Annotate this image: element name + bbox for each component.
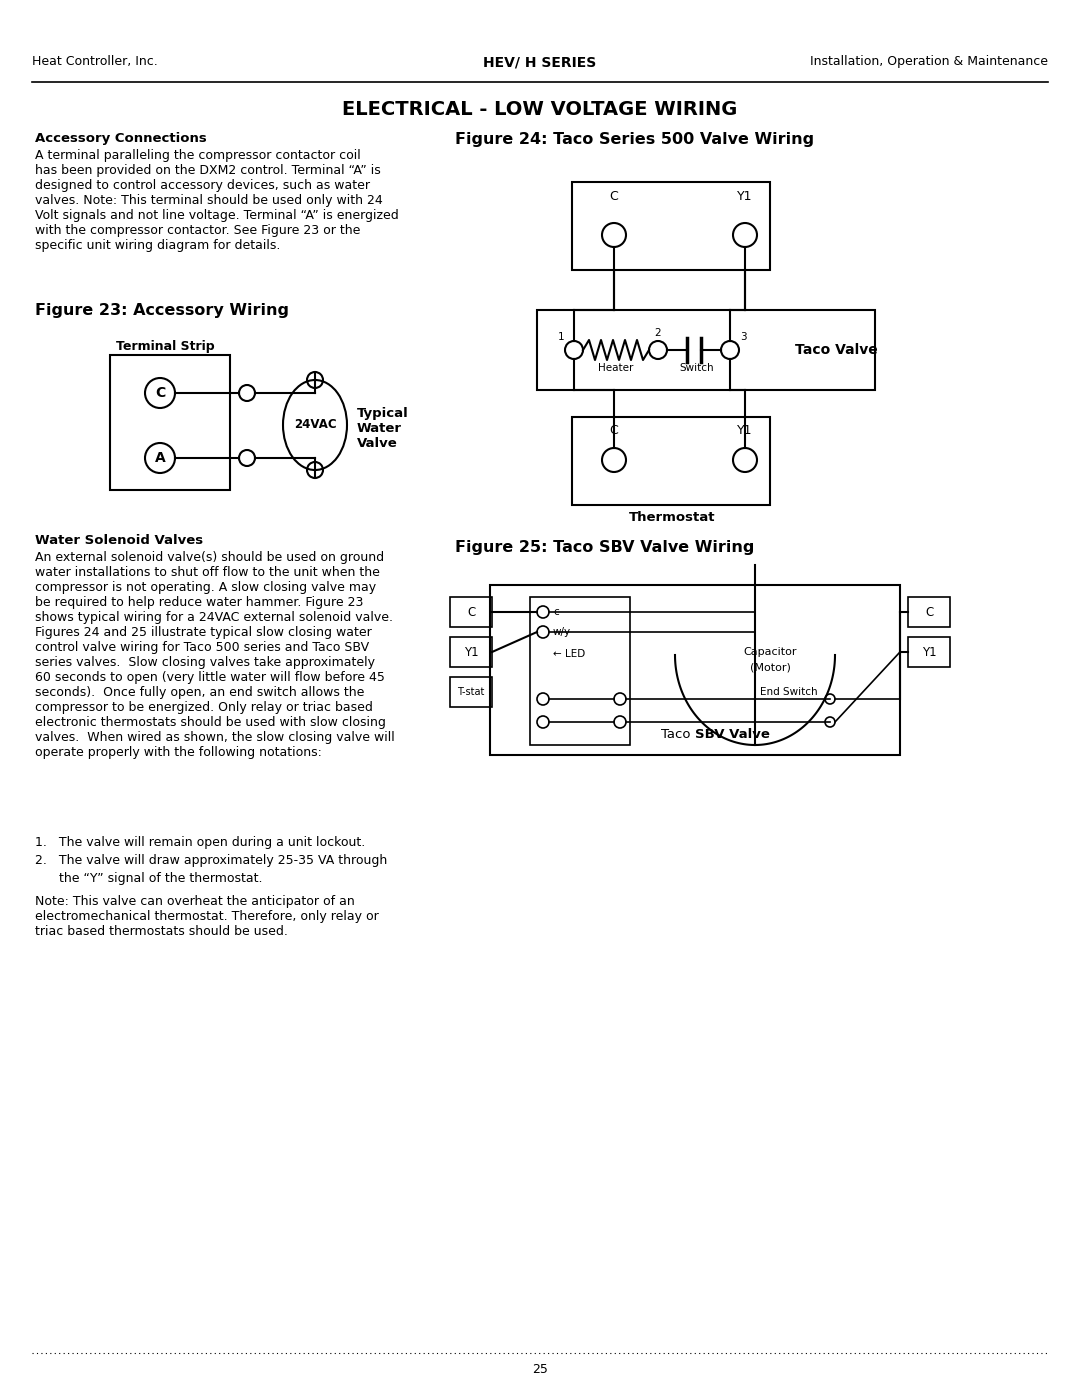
Text: Y1: Y1 — [463, 645, 478, 658]
Bar — [530, 597, 630, 745]
Text: T-stat: T-stat — [457, 687, 485, 697]
Text: Switch: Switch — [679, 363, 714, 373]
Text: ELECTRICAL - LOW VOLTAGE WIRING: ELECTRICAL - LOW VOLTAGE WIRING — [342, 101, 738, 119]
Text: A terminal paralleling the compressor contactor coil
has been provided on the DX: A terminal paralleling the compressor co… — [35, 149, 399, 251]
Text: HEV/ H SERIES: HEV/ H SERIES — [484, 54, 596, 68]
Bar — [572, 182, 770, 270]
Bar — [450, 678, 492, 707]
Text: 3: 3 — [740, 332, 746, 342]
Text: 1: 1 — [557, 332, 564, 342]
Text: Capacitor: Capacitor — [743, 647, 797, 657]
Bar — [537, 310, 875, 390]
Text: Thermostat: Thermostat — [629, 511, 715, 524]
Text: w/y: w/y — [553, 627, 571, 637]
Bar — [908, 637, 950, 666]
Text: C: C — [154, 386, 165, 400]
Text: Taco: Taco — [661, 728, 696, 742]
Bar — [490, 585, 900, 754]
Text: 2: 2 — [654, 328, 661, 338]
Text: Heater: Heater — [598, 363, 634, 373]
Text: Installation, Operation & Maintenance: Installation, Operation & Maintenance — [810, 54, 1048, 68]
Text: A: A — [154, 451, 165, 465]
Text: 2.   The valve will draw approximately 25-35 VA through: 2. The valve will draw approximately 25-… — [35, 854, 388, 868]
Text: C: C — [467, 605, 475, 619]
Text: C: C — [609, 190, 619, 203]
Text: SBV Valve: SBV Valve — [696, 728, 770, 742]
Text: Terminal Strip: Terminal Strip — [116, 339, 214, 353]
Text: Heat Controller, Inc.: Heat Controller, Inc. — [32, 54, 158, 68]
Bar — [450, 597, 492, 627]
Text: Figure 24: Taco Series 500 Valve Wiring: Figure 24: Taco Series 500 Valve Wiring — [455, 131, 814, 147]
Text: C: C — [609, 425, 619, 437]
Text: 24VAC: 24VAC — [294, 419, 336, 432]
Text: Note: This valve can overheat the anticipator of an
electromechanical thermostat: Note: This valve can overheat the antici… — [35, 895, 379, 937]
Text: Typical
Water
Valve: Typical Water Valve — [357, 407, 408, 450]
Bar — [572, 416, 770, 504]
Text: c: c — [553, 608, 558, 617]
Bar — [110, 355, 230, 490]
Text: ← LED: ← LED — [553, 650, 585, 659]
Text: End Switch: End Switch — [760, 687, 818, 697]
Text: Y1: Y1 — [738, 425, 753, 437]
Text: the “Y” signal of the thermostat.: the “Y” signal of the thermostat. — [35, 872, 262, 886]
Text: Water Solenoid Valves: Water Solenoid Valves — [35, 534, 203, 548]
Text: (Motor): (Motor) — [750, 664, 791, 673]
Text: 25: 25 — [532, 1363, 548, 1376]
Text: Y1: Y1 — [921, 645, 936, 658]
Text: Taco Valve: Taco Valve — [795, 344, 878, 358]
Text: 1.   The valve will remain open during a unit lockout.: 1. The valve will remain open during a u… — [35, 835, 365, 849]
Text: Accessory Connections: Accessory Connections — [35, 131, 206, 145]
Text: C: C — [924, 605, 933, 619]
Text: Figure 25: Taco SBV Valve Wiring: Figure 25: Taco SBV Valve Wiring — [455, 541, 754, 555]
Text: An external solenoid valve(s) should be used on ground
water installations to sh: An external solenoid valve(s) should be … — [35, 550, 395, 759]
Text: Figure 23: Accessory Wiring: Figure 23: Accessory Wiring — [35, 303, 289, 319]
Text: Y1: Y1 — [738, 190, 753, 203]
Bar — [450, 637, 492, 666]
Bar — [908, 597, 950, 627]
